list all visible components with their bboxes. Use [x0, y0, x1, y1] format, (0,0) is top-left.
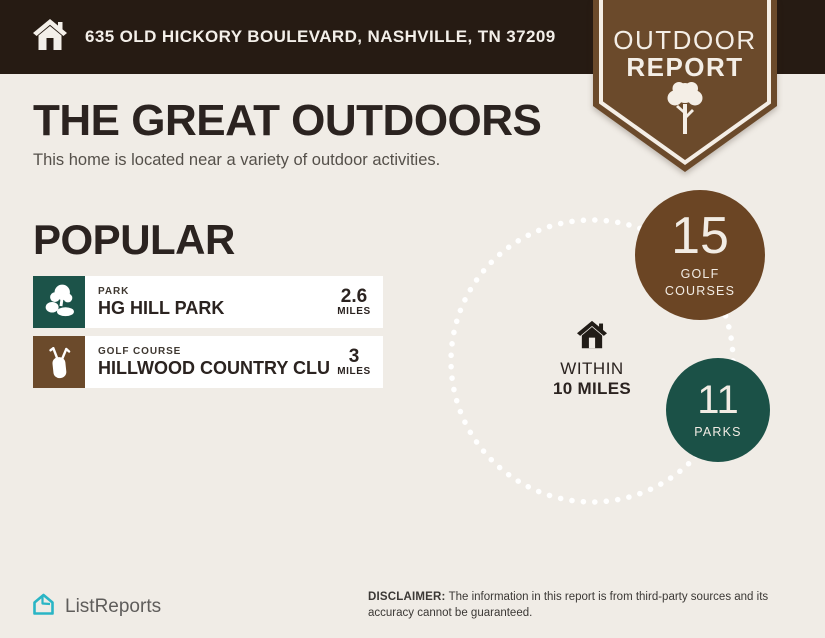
- badge-title-line2: REPORT: [626, 52, 744, 82]
- place-row-golf-course: GOLF COURSE HILLWOOD COUNTRY CLUB 3 MILE…: [33, 336, 383, 388]
- page-subtitle: This home is located near a variety of o…: [33, 151, 441, 169]
- within-label: WITHIN: [560, 359, 624, 378]
- outdoor-report-badge: OUTDOOR REPORT: [593, 0, 777, 178]
- brand-name: ListReports: [65, 596, 162, 617]
- disclaimer-text: DISCLAIMER: The information in this repo…: [368, 591, 769, 619]
- listreports-logo: ListReports: [30, 591, 161, 623]
- radius-center-block: WITHIN 10 MILES: [532, 320, 652, 399]
- distance-value: 3: [348, 345, 360, 367]
- distance-value: 2.6: [340, 285, 368, 307]
- radius-label: 10 MILES: [553, 379, 631, 398]
- place-distance-block: 3 MILES: [331, 336, 383, 388]
- property-address: 635 OLD HICKORY BOULEVARD, NASHVILLE, TN…: [85, 27, 556, 46]
- stat-label: GOLF COURSES: [664, 267, 736, 298]
- badge-title-line1: OUTDOOR: [613, 25, 757, 55]
- place-text-block: PARK HG HILL PARK: [85, 276, 331, 328]
- golf-bag-icon: [33, 336, 85, 388]
- place-text-block: GOLF COURSE HILLWOOD COUNTRY CLUB: [85, 336, 331, 388]
- stat-circle-parks: 11 PARKS: [666, 358, 770, 462]
- popular-places-list: PARK HG HILL PARK 2.6 MILES: [33, 276, 383, 388]
- stat-value: 15: [671, 207, 729, 266]
- page-title: THE GREAT OUTDOORS: [33, 96, 542, 145]
- place-category: GOLF COURSE: [98, 345, 182, 357]
- listreports-house-icon: [30, 591, 57, 623]
- home-icon: [32, 18, 68, 57]
- popular-section-title: POPULAR: [33, 216, 235, 263]
- distance-unit: MILES: [337, 366, 371, 378]
- stat-label: PARKS: [694, 424, 742, 439]
- stat-circle-golf-courses: 15 GOLF COURSES: [635, 190, 765, 320]
- disclaimer-label: DISCLAIMER:: [368, 591, 446, 603]
- stat-value: 11: [697, 377, 739, 422]
- park-trees-icon: [33, 276, 85, 328]
- place-row-park: PARK HG HILL PARK 2.6 MILES: [33, 276, 383, 328]
- home-icon: [576, 320, 608, 354]
- place-category: PARK: [98, 285, 130, 297]
- place-distance-block: 2.6 MILES: [331, 276, 383, 328]
- distance-unit: MILES: [337, 306, 371, 318]
- place-name: HG HILL PARK: [98, 297, 225, 318]
- tree-icon: [659, 80, 711, 143]
- place-name: HILLWOOD COUNTRY CLUB: [98, 357, 331, 378]
